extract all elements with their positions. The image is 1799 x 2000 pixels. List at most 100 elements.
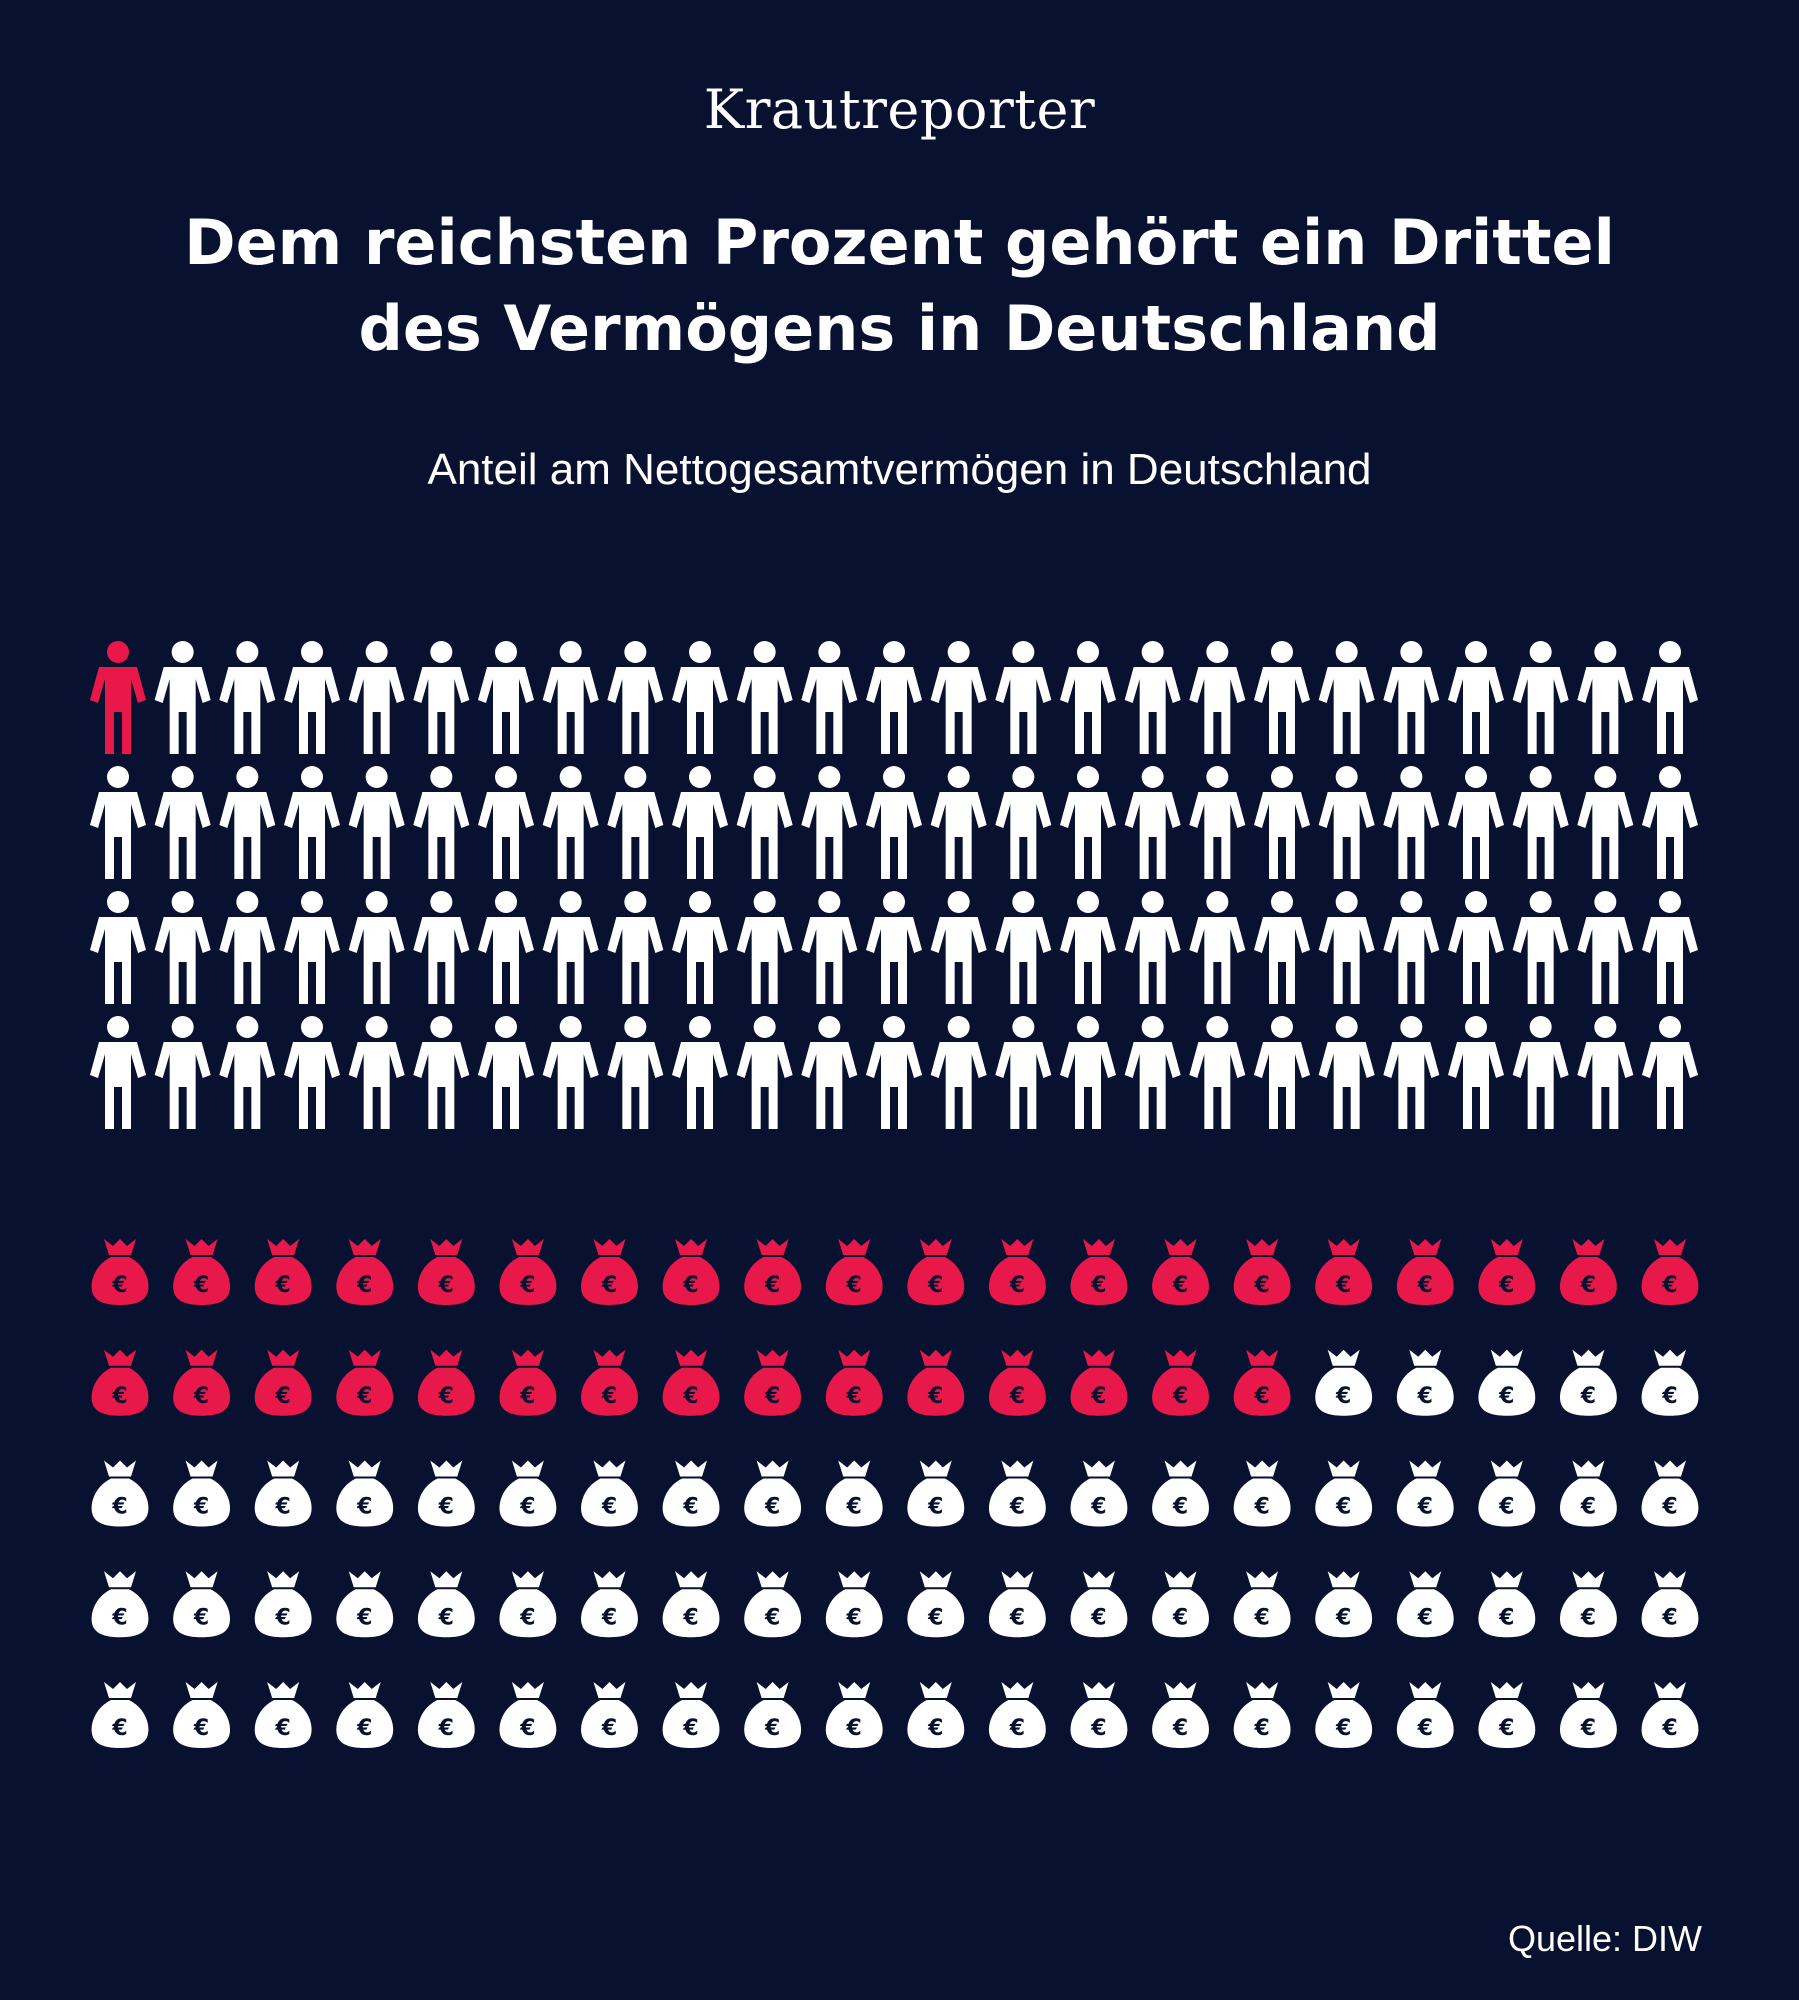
money-bag-icon: € (744, 1460, 802, 1527)
brand-logo: Krautreporter (703, 78, 1096, 141)
money-bag-icon-highlighted: € (91, 1239, 149, 1305)
euro-sign: € (1090, 1716, 1106, 1741)
person-icon (1383, 766, 1440, 879)
money-bag-icon: € (91, 1682, 149, 1748)
money-bag-icon: € (1478, 1460, 1536, 1527)
money-bag-icon-highlighted: € (254, 1349, 312, 1416)
person-icon (154, 641, 211, 754)
euro-sign: € (193, 1384, 209, 1409)
person-icon (607, 1016, 664, 1129)
person-icon (1577, 641, 1634, 754)
euro-sign: € (1090, 1605, 1106, 1630)
person-icon (1060, 641, 1116, 754)
person-icon (930, 766, 987, 879)
person-icon (736, 891, 793, 1004)
euro-sign: € (1580, 1495, 1596, 1520)
euro-sign: € (356, 1605, 372, 1630)
money-bag-icon: € (988, 1460, 1046, 1527)
euro-sign: € (1172, 1273, 1188, 1298)
euro-sign: € (682, 1716, 698, 1741)
person-icon (1318, 891, 1375, 1004)
euro-sign: € (519, 1384, 535, 1409)
money-bag-icon: € (1070, 1571, 1128, 1638)
money-bag-icon: € (907, 1682, 965, 1748)
money-bag-icon: € (1070, 1682, 1128, 1748)
money-bag-icon-highlighted: € (662, 1349, 720, 1416)
money-bag-icon-highlighted: € (417, 1349, 475, 1416)
euro-sign: € (519, 1495, 535, 1520)
person-icon (1448, 1016, 1504, 1129)
money-bag-icon-highlighted: € (1396, 1239, 1454, 1305)
euro-sign: € (1498, 1605, 1514, 1630)
money-bag-icon-highlighted: € (499, 1349, 557, 1416)
person-icon (1512, 1016, 1569, 1129)
money-bag-icon-highlighted: € (1315, 1239, 1373, 1305)
person-icon (284, 891, 340, 1004)
euro-sign: € (193, 1605, 209, 1630)
person-icon (219, 641, 276, 754)
euro-sign: € (601, 1716, 617, 1741)
euro-sign: € (1009, 1495, 1025, 1520)
title-line-1: Dem reichsten Prozent gehört ein Drittel (184, 206, 1615, 279)
person-icon (1318, 1016, 1375, 1129)
person-icon (542, 891, 599, 1004)
euro-sign: € (111, 1716, 127, 1741)
person-icon (672, 766, 728, 879)
money-bag-icon-highlighted: € (1152, 1349, 1209, 1416)
euro-sign: € (1253, 1384, 1269, 1409)
person-icon (1512, 766, 1569, 879)
person-icon (154, 766, 211, 879)
person-icon (672, 1016, 728, 1129)
money-bag-icon-highlighted: € (417, 1239, 475, 1305)
money-bag-icon-highlighted: € (173, 1349, 230, 1416)
money-bag-icon: € (1641, 1571, 1699, 1638)
euro-sign: € (1661, 1716, 1677, 1741)
money-bag-icon: € (1152, 1682, 1209, 1748)
money-bag-icon: € (1478, 1571, 1536, 1638)
person-icon (348, 891, 405, 1004)
euro-sign: € (764, 1716, 780, 1741)
money-bag-icon: € (662, 1682, 720, 1748)
money-bag-icon: € (1560, 1349, 1617, 1416)
person-icon (284, 766, 340, 879)
person-icon (1383, 641, 1440, 754)
euro-sign: € (1009, 1384, 1025, 1409)
euro-sign: € (1009, 1716, 1025, 1741)
money-bag-icon: € (254, 1682, 312, 1748)
euro-sign: € (846, 1384, 862, 1409)
money-bag-icon: € (254, 1460, 312, 1527)
money-bag-icon: € (499, 1460, 557, 1527)
euro-sign: € (1172, 1495, 1188, 1520)
person-icon (866, 641, 922, 754)
person-icon (1060, 1016, 1116, 1129)
person-icon (736, 766, 793, 879)
euro-sign: € (1090, 1384, 1106, 1409)
euro-sign: € (1172, 1605, 1188, 1630)
person-icon (1189, 891, 1246, 1004)
person-icon (866, 1016, 922, 1129)
euro-sign: € (1090, 1273, 1106, 1298)
money-bag-icon: € (1315, 1460, 1373, 1527)
person-icon (542, 766, 599, 879)
money-bag-icon: € (173, 1682, 230, 1748)
euro-sign: € (764, 1273, 780, 1298)
person-icon (1124, 1016, 1181, 1129)
money-bag-icon: € (581, 1460, 638, 1527)
person-icon (90, 891, 146, 1004)
person-icon (1512, 891, 1569, 1004)
euro-sign: € (1172, 1384, 1188, 1409)
money-bag-icon: € (1233, 1682, 1291, 1748)
person-icon (413, 766, 470, 879)
money-bag-icon-highlighted: € (499, 1239, 557, 1305)
euro-sign: € (927, 1716, 943, 1741)
money-bag-icon-highlighted: € (825, 1349, 883, 1416)
euro-sign: € (846, 1495, 862, 1520)
money-bag-icon: € (1396, 1571, 1454, 1638)
euro-sign: € (275, 1273, 291, 1298)
money-bag-icon-highlighted: € (988, 1349, 1046, 1416)
person-icon (284, 1016, 340, 1129)
money-bag-icon-highlighted: € (336, 1349, 394, 1416)
person-icon (219, 766, 276, 879)
